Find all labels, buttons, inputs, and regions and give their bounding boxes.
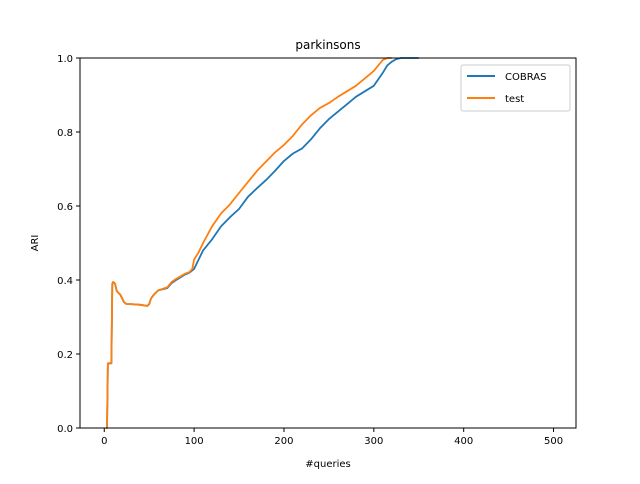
legend-label-test: test <box>505 94 524 105</box>
y-tick-label: 0.0 <box>57 424 73 435</box>
x-tick-label: 0 <box>101 436 107 447</box>
x-tick-label: 400 <box>454 436 473 447</box>
legend-label-cobras: COBRAS <box>505 72 546 83</box>
y-tick-label: 0.6 <box>57 202 73 213</box>
x-tick-label: 500 <box>544 436 563 447</box>
y-axis-ticks: 0.0 0.2 0.4 0.6 0.8 1.0 <box>57 54 80 435</box>
y-tick-label: 0.8 <box>57 128 73 139</box>
x-tick-label: 300 <box>364 436 383 447</box>
y-tick-label: 1.0 <box>57 54 73 65</box>
plot-frame <box>79 57 577 429</box>
x-axis-ticks: 0 100 200 300 400 500 <box>101 428 563 447</box>
y-tick-label: 0.2 <box>57 350 73 361</box>
x-tick-label: 200 <box>274 436 293 447</box>
series-layer <box>106 57 419 429</box>
legend: COBRAS test <box>460 64 571 112</box>
x-tick-label: 100 <box>185 436 204 447</box>
series-line-test <box>106 57 392 429</box>
chart-title: parkinsons <box>295 38 360 52</box>
plot-area <box>80 58 576 428</box>
x-axis-label: #queries <box>305 459 350 470</box>
y-tick-label: 0.4 <box>57 276 73 287</box>
y-axis-label: ARI <box>30 235 41 252</box>
